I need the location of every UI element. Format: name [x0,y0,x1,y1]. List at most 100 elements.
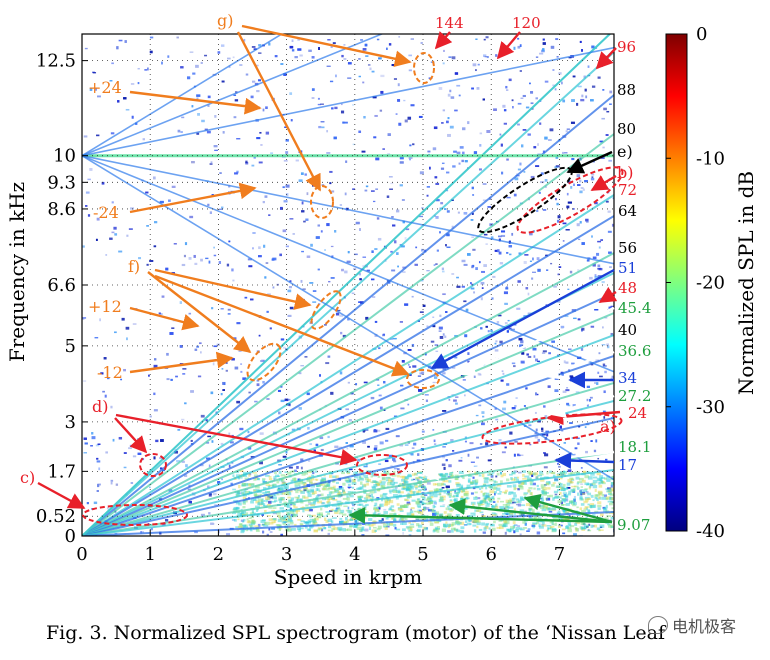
arrow-144 [434,31,453,50]
annotation-c: c) [20,468,35,487]
arrow-f2 [154,268,312,310]
colorbar-tick-label: -40 [696,521,725,542]
annotation-plus24: +24 [88,78,122,97]
y-tick-label: 9.3 [47,172,76,193]
y-tick-label: 6.6 [47,275,76,296]
order-label-9-07: 9.07 [617,516,650,534]
colorbar-ticks: 0 -10 -20 -30 -40 [666,24,725,542]
colorbar-label: Normalized SPL in dB [734,171,758,395]
ellipse-g2 [413,52,435,84]
order-label-18-1: 18.1 [618,438,651,456]
ellipse-d1 [139,453,167,477]
arrow-plus24 [129,90,262,115]
x-tick-label: 7 [554,544,565,565]
y-tick-label: 5 [65,336,76,357]
order-label-64: 64 [618,202,637,220]
order-label-36-6: 36.6 [618,342,651,360]
ellipse-f1 [246,342,282,382]
arrow-minus12 [129,351,234,374]
y-tick-label: 12.5 [36,51,76,72]
colorbar-tick-label: -30 [696,397,725,418]
y-tick-label: 3 [65,412,76,433]
order-label-56: 56 [618,239,637,257]
ellipse-c [82,504,188,526]
order-label-27-2: 27.2 [618,387,651,405]
x-axis-label: Speed in krpm [274,565,422,589]
arrow-b [590,174,617,192]
arrow-g2 [241,24,412,68]
heatmap-layer [82,34,614,536]
order-label-88: 88 [617,81,636,99]
y-tick-label: 8.6 [47,199,76,220]
y-tick-label: 0 [65,526,76,547]
colorbar-tick-label: 0 [696,24,707,45]
order-label-34: 34 [618,369,637,387]
x-tick-label: 4 [349,544,360,565]
arrow-51 [430,268,615,370]
watermark: 电机极客 [648,612,736,638]
x-tick-label: 2 [213,544,224,565]
arrow-45-4 [458,306,615,376]
x-tick-label: 5 [417,544,428,565]
annotation-g: g) [217,11,233,30]
arrow-27-2 [548,394,615,418]
figure-caption: Fig. 3. Normalized SPL spectrogram (moto… [46,622,666,644]
order-labels: 96 88 80 72 64 56 51 48 45.4 40 36.6 34 … [617,38,651,534]
y-axis-ticks: 00.52 1.7 3 5 6.6 8.6 9.3 10 12.5 [36,51,88,547]
arrow-f1 [147,271,252,354]
arrow-f3 [154,274,410,377]
arrow-48 [598,286,618,304]
arrow-e [566,150,613,174]
order-label-40: 40 [618,321,637,339]
colorbar-tick-label: -20 [696,273,725,294]
arrow-9-07-c [523,493,613,524]
order-label-120: 120 [512,14,541,32]
ellipse-f3 [406,369,440,389]
order-label-17: 17 [618,456,637,474]
order-label-24: 24 [628,404,647,422]
y-tick-label: 1.7 [47,461,76,482]
order-label-80: 80 [617,120,636,138]
annotation-f: f) [128,257,140,276]
order-label-45-4: 45.4 [618,299,651,317]
arrow-9-07-a [348,507,613,524]
y-tick-label: 10 [53,146,76,167]
y-axis-label: Frequency in kHz [5,182,29,362]
arrow-96 [595,47,617,70]
annotation-b: b) [617,163,633,182]
annotation-arrows [37,24,621,524]
arrow-d1 [114,417,148,454]
grid-lines [82,34,614,536]
arrow-17 [554,452,615,469]
annotation-minus12: -12 [97,363,123,382]
arrow-c [37,481,86,510]
ellipse-f2 [310,290,342,330]
annotation-labels: a) b) c) d) e) f) g) +24 -24 +12 -12 [20,11,633,487]
annotation-ellipses [82,52,624,526]
x-tick-label: 1 [144,544,155,565]
arrow-g1 [236,31,322,192]
arrow-d2 [115,413,358,466]
order-label-72: 72 [618,181,637,199]
order-lines [82,34,614,536]
order-label-96: 96 [617,38,636,56]
x-axis-ticks: 0 1 2 3 4 5 6 7 [76,530,565,565]
annotation-a: a) [600,417,616,436]
arrow-9-07-b [448,498,613,524]
order-label-144: 144 [435,14,464,32]
annotation-e: e) [617,142,633,161]
y-tick-label: 0.52 [36,506,76,527]
arrow-plus12 [129,306,200,331]
x-tick-label: 0 [76,544,87,565]
annotation-d: d) [92,397,108,416]
chat-bubble-icon [648,616,668,634]
arrow-120 [496,31,521,60]
colorbar-tick-label: -10 [696,148,725,169]
annotation-plus12: +12 [88,297,122,316]
arrow-minus24 [129,182,257,214]
order-label-51: 51 [618,259,637,277]
x-tick-label: 6 [486,544,497,565]
watermark-text: 电机极客 [672,617,737,636]
arrow-18-1 [421,450,615,481]
